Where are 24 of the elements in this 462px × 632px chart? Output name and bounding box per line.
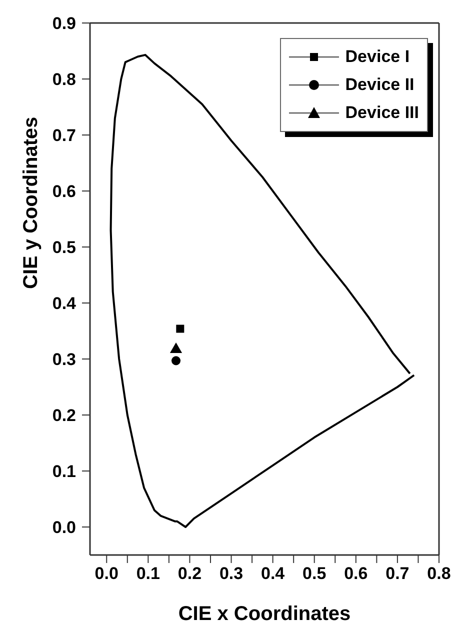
y-tick-label: 0.7 (52, 126, 76, 145)
x-tick-label: 0.8 (427, 564, 451, 583)
y-tick-label: 0.8 (52, 70, 76, 89)
y-tick-label: 0.4 (52, 294, 77, 313)
legend-label: Device III (345, 103, 419, 123)
y-axis-title: CIE y Coordinates (20, 116, 42, 289)
x-axis-title: CIE x Coordinates (178, 603, 351, 625)
x-tick-label: 0.2 (178, 564, 202, 583)
x-tick-label: 0.4 (260, 564, 286, 583)
y-tick-label: 0.2 (52, 406, 76, 425)
x-tick-label: 0.7 (386, 564, 410, 583)
y-tick-label: 0.6 (52, 182, 76, 201)
y-tick-label: 0.5 (52, 238, 76, 257)
y-tick-label: 0.1 (52, 462, 76, 481)
legend-label: Device I (345, 47, 410, 67)
x-tick-label: 0.1 (136, 564, 160, 583)
y-tick-label: 0.3 (52, 350, 76, 369)
x-tick-label: 0.6 (344, 564, 368, 583)
x-tick-label: 0.0 (94, 564, 118, 583)
y-tick-label: 0.9 (52, 14, 76, 33)
y-tick-label: 0.0 (52, 518, 76, 537)
x-tick-label: 0.5 (302, 564, 326, 583)
x-tick-label: 0.3 (219, 564, 244, 583)
legend-label: Device II (345, 75, 414, 95)
